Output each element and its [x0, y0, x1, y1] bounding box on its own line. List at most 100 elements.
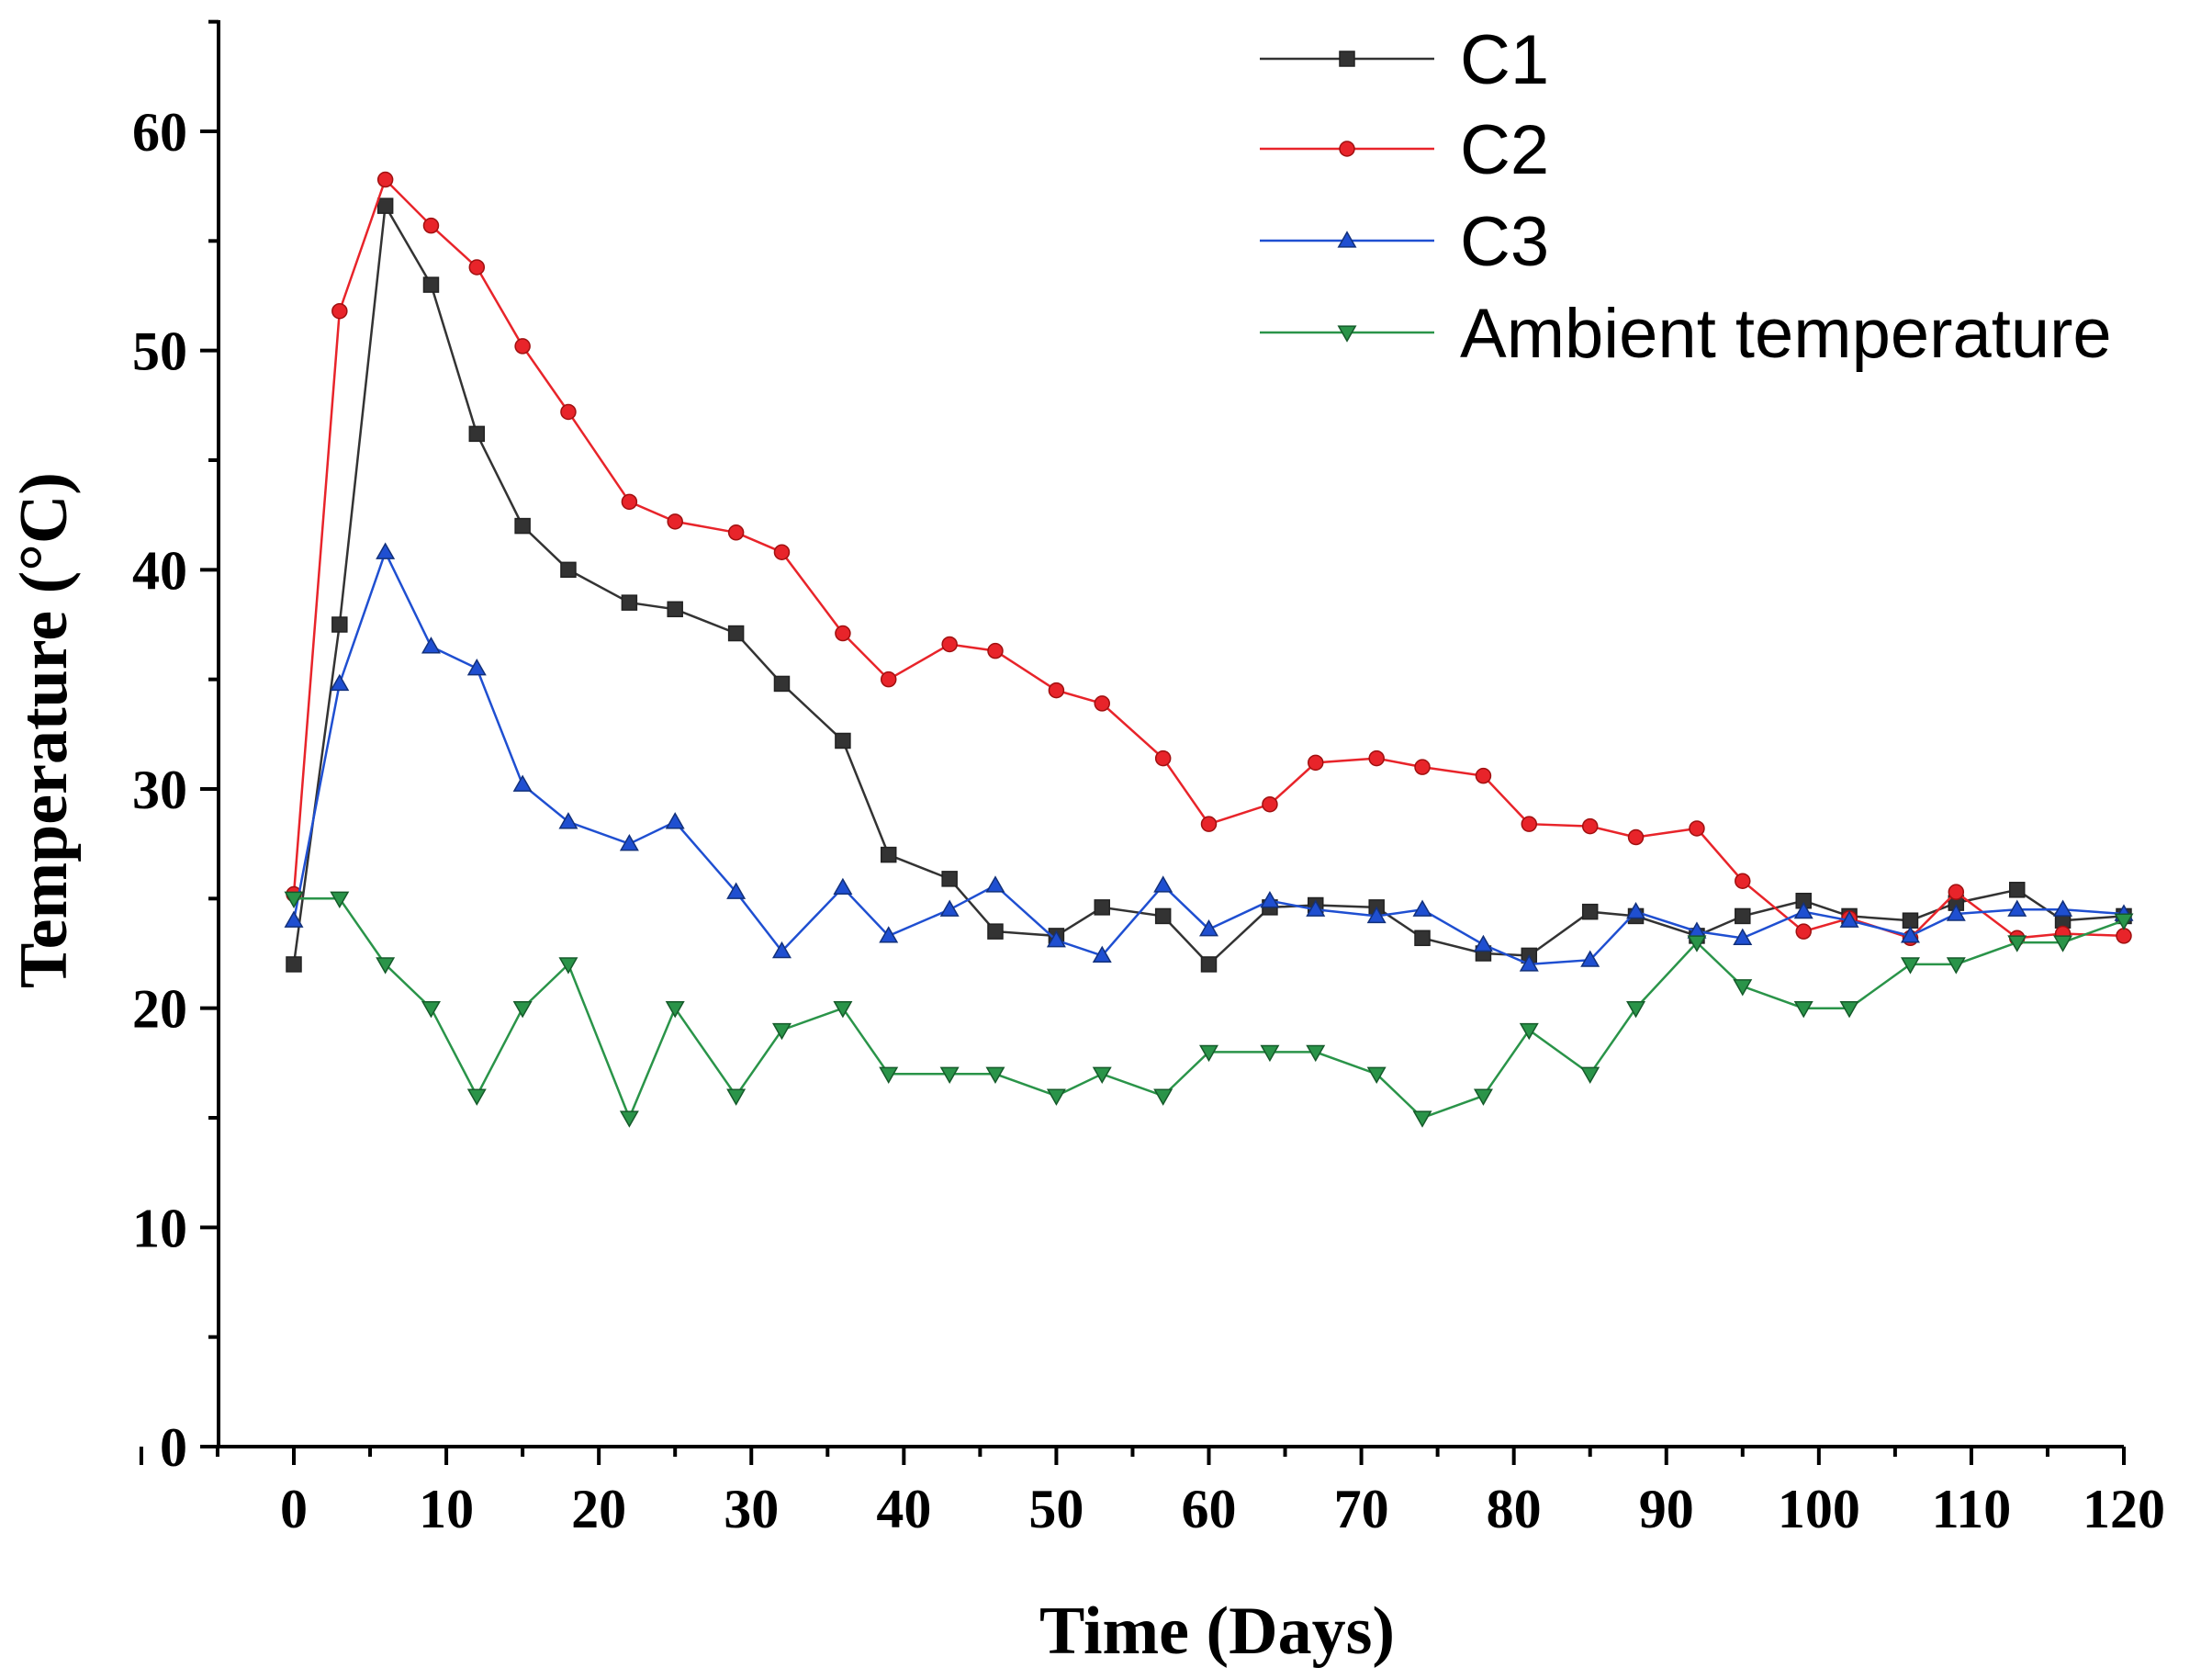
data-point: [466, 659, 487, 676]
data-point: [1735, 907, 1751, 925]
legend-marker: [1339, 141, 1355, 157]
data-point: [667, 601, 683, 618]
plot-area: 0 10 20 30 40 50 60 0 10 20 30 40 50 60 70 80 90 100 110 1…: [132, 19, 2165, 1539]
data-point: [422, 217, 440, 234]
data-point: [1412, 1110, 1432, 1128]
data-point: [771, 941, 792, 959]
x-tick-label: 50: [1028, 1479, 1084, 1539]
data-point: [1414, 930, 1431, 947]
data-point: [987, 923, 1004, 940]
data-point: [665, 1001, 685, 1019]
data-point: [1199, 1044, 1218, 1063]
data-point: [1839, 910, 1859, 928]
data-point: [1412, 899, 1432, 917]
data-point: [1200, 816, 1218, 832]
x-tick-label: 0: [280, 1479, 308, 1539]
data-point: [1733, 979, 1753, 997]
data-point: [833, 877, 853, 896]
data-point: [1733, 928, 1753, 945]
data-point: [1626, 1001, 1646, 1019]
data-point: [376, 171, 394, 188]
x-axis-title: Time (Days): [1039, 1594, 1395, 1669]
data-point: [466, 1088, 487, 1106]
data-point: [1689, 820, 1705, 837]
legend: C1 C2 C3 Ambient temperature: [1260, 21, 2112, 373]
data-point: [1153, 875, 1173, 893]
data-point: [2116, 928, 2132, 944]
data-point: [376, 542, 396, 559]
data-point: [879, 926, 899, 943]
data-point: [1260, 1044, 1280, 1063]
data-point: [330, 891, 350, 909]
data-point: [1900, 926, 1920, 943]
data-point: [987, 642, 1004, 659]
data-point: [1580, 1066, 1600, 1084]
data-point: [1094, 899, 1110, 916]
legend-label: C3: [1460, 203, 1549, 281]
data-point: [1414, 759, 1431, 775]
y-tick-label: 60: [132, 102, 187, 163]
y-tick-label: 40: [132, 540, 187, 601]
x-axis-ticks: 0 10 20 30 40 50 60 70 80 90 100 110 120: [139, 1447, 2165, 1539]
data-point: [1473, 934, 1493, 952]
data-point: [727, 625, 745, 642]
data-point: [771, 1022, 792, 1041]
data-point: [1092, 945, 1112, 963]
x-tick-label: 90: [1639, 1479, 1694, 1539]
data-point: [1473, 1088, 1493, 1106]
data-point: [512, 774, 533, 792]
data-point: [1308, 754, 1324, 772]
series-line: [292, 548, 2125, 966]
data-point: [1626, 901, 1646, 919]
data-point: [880, 846, 897, 863]
data-point: [2053, 935, 2073, 952]
data-point: [1154, 749, 1172, 767]
series-layer: [284, 171, 2134, 1128]
data-point: [2114, 913, 2134, 930]
data-point: [286, 956, 302, 973]
data-point: [1581, 817, 1599, 835]
data-point: [1366, 906, 1387, 924]
data-point: [284, 910, 304, 928]
data-point: [2008, 882, 2026, 898]
data-point: [376, 197, 394, 214]
series-line: [294, 897, 2125, 1121]
data-point: [835, 625, 851, 642]
data-point: [558, 812, 578, 829]
data-point: [512, 1001, 533, 1019]
y-axis-title: Temperature (°C): [6, 472, 82, 988]
data-point: [1627, 828, 1645, 846]
y-tick-label: 10: [132, 1198, 187, 1258]
x-tick-label: 10: [419, 1479, 474, 1539]
y-tick-label: 0: [160, 1417, 187, 1478]
data-point: [514, 338, 531, 355]
data-point: [1154, 907, 1172, 925]
data-point: [331, 616, 348, 633]
data-point: [941, 871, 958, 887]
data-point: [1521, 816, 1538, 832]
data-point: [726, 882, 747, 899]
data-point: [880, 670, 897, 688]
data-point: [1902, 912, 1919, 929]
data-point: [560, 561, 577, 579]
data-point: [1795, 923, 1812, 940]
x-tick-label: 100: [1778, 1479, 1860, 1539]
data-point: [833, 1001, 853, 1019]
data-point: [1519, 954, 1539, 972]
data-point: [1094, 695, 1110, 712]
data-point: [619, 833, 639, 851]
x-tick-label: 60: [1182, 1479, 1237, 1539]
data-point: [1519, 1022, 1539, 1041]
data-point: [284, 891, 304, 909]
data-point: [621, 594, 638, 611]
legend-marker: [1339, 51, 1355, 67]
data-point: [667, 513, 683, 530]
data-point: [1687, 935, 1707, 952]
data-point: [1366, 1066, 1387, 1084]
data-point: [468, 425, 486, 443]
legend-marker: [1337, 231, 1357, 248]
data-point: [421, 637, 441, 654]
data-point: [726, 1088, 747, 1106]
data-point: [1092, 1066, 1112, 1084]
